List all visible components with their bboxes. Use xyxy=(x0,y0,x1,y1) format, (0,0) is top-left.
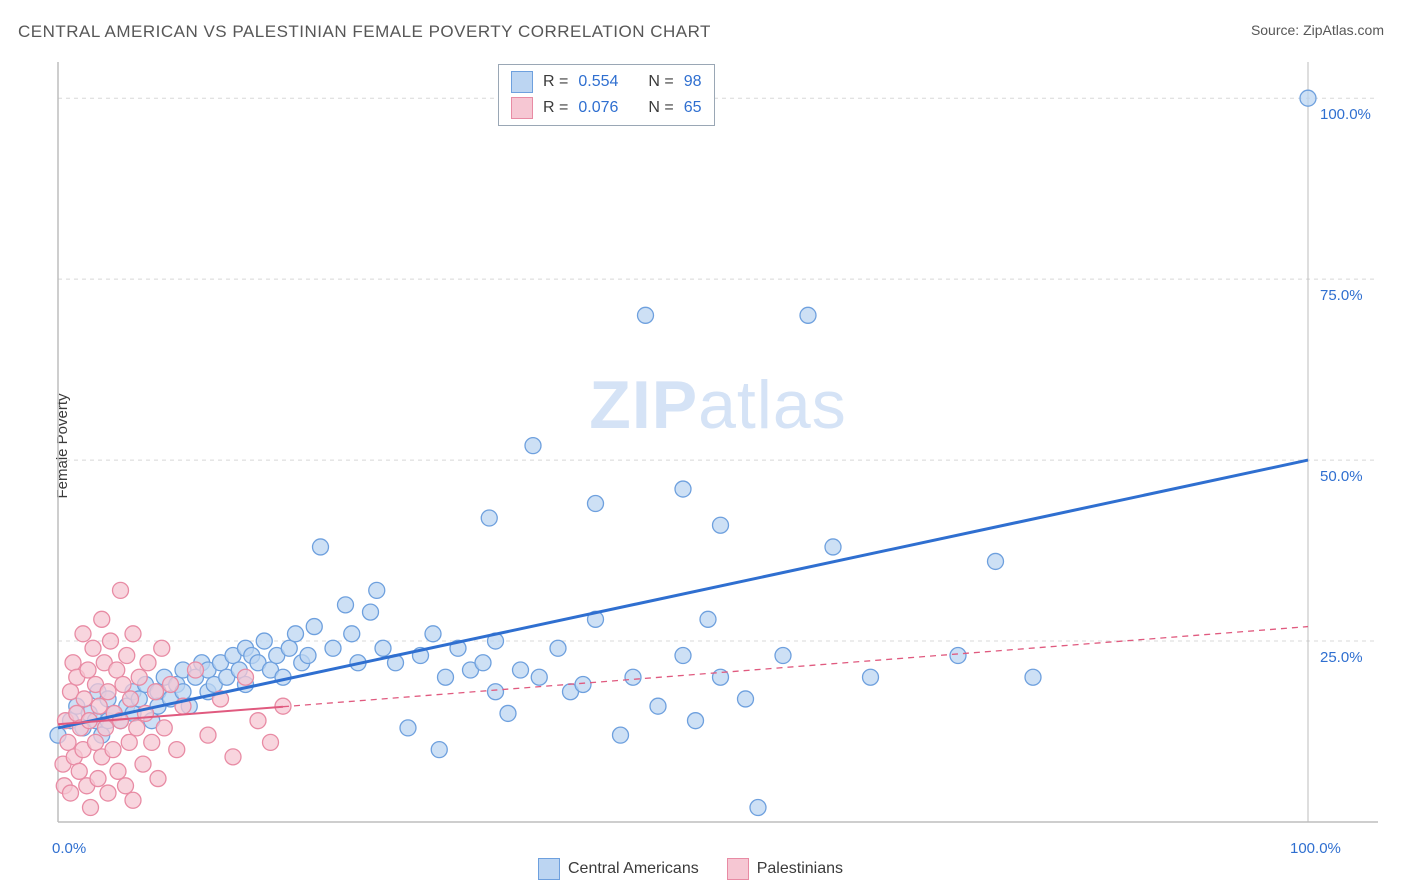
legend-r-value: 0.076 xyxy=(578,99,618,117)
chart-container: CENTRAL AMERICAN VS PALESTINIAN FEMALE P… xyxy=(0,0,1406,892)
series-legend-item: Palestinians xyxy=(727,858,843,880)
legend-n-value: 98 xyxy=(684,73,702,91)
source-attribution: Source: ZipAtlas.com xyxy=(1251,22,1384,38)
series-legend-item: Central Americans xyxy=(538,858,699,880)
plot-area: ZIPatlas R =0.554N =98R =0.076N =65 Cent… xyxy=(48,62,1388,842)
y-tick-label: 100.0% xyxy=(1320,106,1371,123)
legend-n-value: 65 xyxy=(684,99,702,117)
y-tick-label: 25.0% xyxy=(1320,649,1363,666)
correlation-legend: R = 0.554 N = 98 R = 0.076 N = 65 xyxy=(498,64,715,126)
legend-r-label: R = xyxy=(543,73,568,91)
legend-swatch xyxy=(538,858,560,880)
legend-n-label: N = xyxy=(648,99,673,117)
source-prefix: Source: xyxy=(1251,22,1303,38)
correlation-legend-row: R = 0.076 N = 65 xyxy=(507,95,706,121)
scatter-plot-svg xyxy=(48,62,1388,842)
legend-n-label: N = xyxy=(648,73,673,91)
series-legend: Central Americans Palestinians xyxy=(538,858,843,880)
chart-title: CENTRAL AMERICAN VS PALESTINIAN FEMALE P… xyxy=(18,22,711,42)
y-tick-label: 75.0% xyxy=(1320,287,1363,304)
series-legend-label: Palestinians xyxy=(757,860,843,878)
legend-r-label: R = xyxy=(543,99,568,117)
legend-swatch xyxy=(727,858,749,880)
series-legend-label: Central Americans xyxy=(568,860,699,878)
legend-swatch xyxy=(511,71,533,93)
x-tick-label: 0.0% xyxy=(52,840,86,857)
legend-r-value: 0.554 xyxy=(578,73,618,91)
source-link[interactable]: ZipAtlas.com xyxy=(1303,22,1384,38)
y-tick-label: 50.0% xyxy=(1320,468,1363,485)
legend-swatch xyxy=(511,97,533,119)
x-tick-label: 100.0% xyxy=(1290,840,1341,857)
correlation-legend-row: R = 0.554 N = 98 xyxy=(507,69,706,95)
